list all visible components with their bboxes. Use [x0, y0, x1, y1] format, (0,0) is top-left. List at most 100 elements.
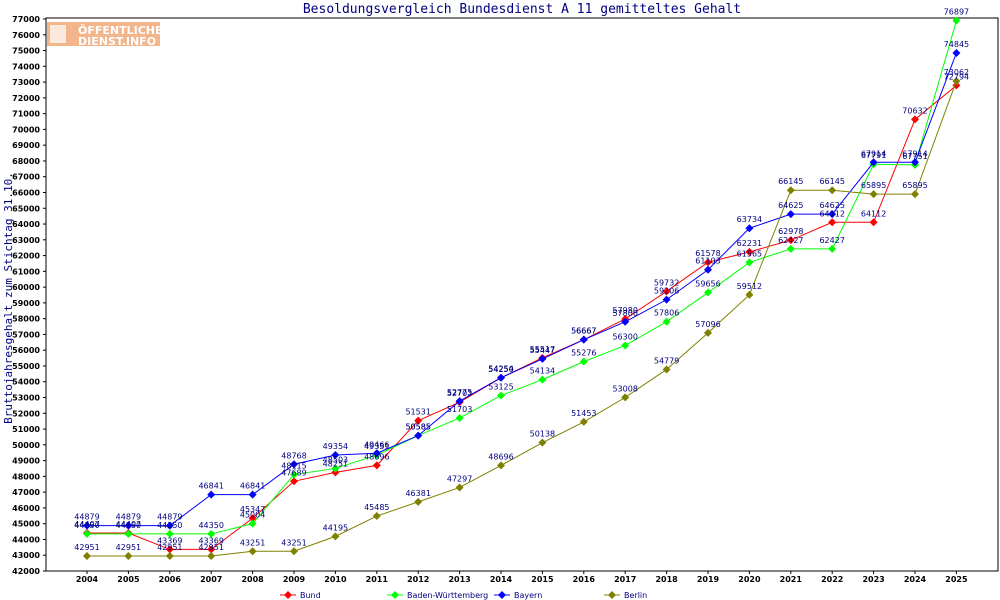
- legend-label-baden-w-rttemberg: Baden-Württemberg: [407, 591, 488, 600]
- y-tick-label: 57000: [12, 330, 40, 339]
- data-label-bund: 61578: [695, 249, 720, 258]
- data-label-berlin: 47297: [447, 474, 472, 483]
- data-label-bayern: 50585: [405, 423, 430, 432]
- data-point-bayern: [911, 158, 919, 167]
- data-point-berlin: [952, 77, 961, 86]
- data-point-bayern: [497, 373, 505, 382]
- logo-line1: ÖFFENTLICHER: [78, 23, 171, 37]
- y-tick-label: 63000: [12, 236, 40, 245]
- data-label-berlin: 66145: [819, 177, 844, 186]
- x-tick-label: 2008: [241, 575, 264, 584]
- data-label-berlin: 54779: [654, 356, 679, 365]
- data-label-baden-w-rttemberg: 50585: [405, 423, 430, 432]
- data-label-bund: 45347: [240, 505, 265, 514]
- x-tick-label: 2006: [159, 575, 182, 584]
- data-point-bund: [704, 258, 712, 267]
- data-label-bund: 62978: [778, 227, 803, 236]
- data-label-berlin: 42951: [74, 543, 99, 552]
- y-tick-label: 56000: [12, 346, 40, 355]
- x-tick-label: 2025: [945, 575, 968, 584]
- legend-label-bayern: Bayern: [514, 591, 542, 600]
- y-tick-label: 46000: [12, 504, 40, 513]
- y-tick-label: 62000: [12, 252, 40, 261]
- data-label-berlin: 59512: [737, 282, 762, 291]
- series-line-baden-w-rttemberg: [87, 20, 957, 535]
- data-point-bayern: [579, 335, 588, 344]
- data-label-baden-w-rttemberg: 59656: [695, 280, 720, 289]
- data-point-baden-w-rttemberg: [124, 529, 133, 538]
- y-tick-label: 59000: [12, 299, 40, 308]
- data-label-bund: 47689: [281, 468, 306, 477]
- data-point-bund: [662, 287, 671, 296]
- data-point-baden-w-rttemberg: [704, 288, 712, 297]
- data-label-berlin: 42951: [198, 543, 223, 552]
- data-point-bund: [165, 545, 174, 554]
- series-line-berlin: [87, 80, 957, 557]
- x-tick-label: 2024: [904, 575, 927, 584]
- y-tick-label: 52000: [12, 409, 40, 418]
- data-label-berlin: 50138: [530, 430, 555, 439]
- data-point-baden-w-rttemberg: [538, 375, 547, 384]
- data-point-baden-w-rttemberg: [331, 464, 340, 473]
- y-tick-label: 44000: [12, 535, 40, 544]
- data-point-berlin: [662, 365, 671, 374]
- chart-title: Besoldungsvergleich Bundesdienst A 11 ge…: [303, 2, 741, 17]
- data-label-baden-w-rttemberg: 67751: [902, 152, 927, 161]
- data-labels: 44407 44407 43369 43369 45347 47689 48251 48696…: [74, 8, 969, 552]
- data-point-berlin: [414, 497, 423, 506]
- data-point-berlin: [290, 547, 298, 556]
- y-tick-label: 53000: [12, 394, 40, 403]
- data-label-berlin: 65895: [861, 181, 886, 190]
- data-point-berlin: [331, 532, 340, 541]
- data-point-berlin: [538, 438, 547, 447]
- data-label-bund: 64112: [819, 209, 844, 218]
- data-label-berlin: 42951: [157, 543, 182, 552]
- logo-mark: [50, 25, 66, 43]
- x-tick-label: 2012: [407, 575, 429, 584]
- data-label-bayern: 46841: [240, 482, 265, 491]
- data-label-bund: 48251: [323, 459, 348, 468]
- data-label-bayern: 67914: [861, 149, 886, 158]
- x-tick-label: 2015: [531, 575, 554, 584]
- data-label-berlin: 73062: [944, 68, 969, 77]
- data-point-bund: [911, 115, 919, 124]
- data-point-bayern: [248, 490, 257, 499]
- legend-marker-bund: [284, 591, 292, 599]
- data-label-bayern: 61103: [695, 257, 720, 266]
- legend-label-berlin: Berlin: [624, 591, 647, 600]
- y-tick-label: 77000: [12, 15, 40, 24]
- data-point-bund: [372, 461, 381, 470]
- data-label-baden-w-rttemberg: 44350: [157, 521, 182, 530]
- data-label-baden-w-rttemberg: 44350: [198, 521, 223, 530]
- x-tick-label: 2007: [200, 575, 222, 584]
- data-point-bayern: [745, 224, 754, 233]
- data-point-berlin: [165, 552, 174, 561]
- data-label-bayern: 55447: [530, 346, 555, 355]
- data-label-bayern: 44879: [74, 513, 99, 522]
- y-axis: 42000 43000 44000 45000 46000 47000 48000 49000…: [12, 15, 46, 576]
- data-point-berlin: [248, 547, 257, 556]
- data-label-berlin: 44195: [323, 523, 348, 532]
- y-tick-label: 76000: [12, 31, 40, 40]
- data-point-berlin: [828, 186, 837, 195]
- data-label-berlin: 45485: [364, 503, 389, 512]
- x-tick-label: 2019: [697, 575, 720, 584]
- data-point-baden-w-rttemberg: [455, 413, 464, 422]
- data-label-berlin: 43251: [240, 538, 265, 547]
- data-label-baden-w-rttemberg: 48115: [281, 462, 306, 471]
- y-tick-label: 50000: [12, 441, 40, 450]
- data-point-baden-w-rttemberg: [579, 357, 588, 366]
- series-line-bayern: [87, 52, 957, 527]
- x-tick-label: 2021: [780, 575, 803, 584]
- data-point-bayern: [290, 460, 298, 469]
- data-label-baden-w-rttemberg: 45004: [240, 511, 265, 520]
- data-label-baden-w-rttemberg: 67791: [861, 151, 886, 160]
- y-tick-label: 68000: [12, 157, 40, 166]
- data-point-bund: [207, 545, 216, 554]
- y-axis-label: Bruttojahresgehalt zum Stichtag 31.10.: [2, 172, 15, 424]
- x-tick-label: 2023: [862, 575, 884, 584]
- data-point-baden-w-rttemberg: [248, 519, 257, 528]
- data-point-berlin: [455, 483, 464, 492]
